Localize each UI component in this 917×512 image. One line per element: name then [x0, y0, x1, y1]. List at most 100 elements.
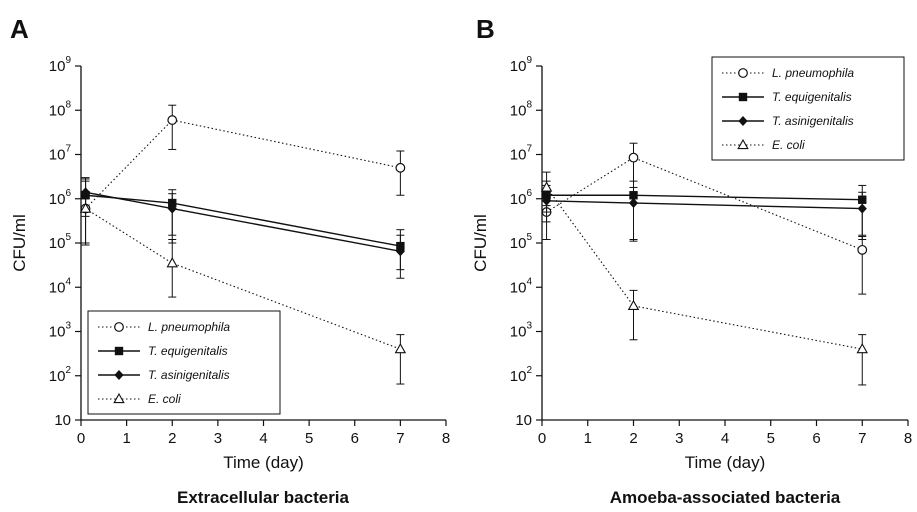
y-tick-label: 106: [510, 188, 533, 208]
legend-swatch-marker: [737, 138, 749, 150]
y-tick-exponent: 6: [526, 188, 532, 199]
data-point: [857, 203, 867, 214]
series-t-equigenitalis: [81, 178, 405, 271]
x-tick-label: 6: [812, 430, 820, 447]
y-tick-base: 10: [49, 279, 66, 296]
y-tick-exponent: 8: [65, 99, 71, 110]
y-tick-label: 108: [49, 99, 72, 119]
series-t-equigenitalis: [542, 180, 867, 240]
y-tick-exponent: 5: [65, 232, 71, 243]
legend-entry: T. equigenitalis: [722, 90, 852, 104]
panel-letter: B: [476, 14, 495, 44]
y-tick-label: 109: [510, 55, 533, 75]
y-tick-exponent: 3: [65, 321, 71, 332]
x-tick-label: 8: [904, 430, 912, 447]
x-tick-label: 0: [538, 430, 546, 447]
x-tick-label: 2: [629, 430, 637, 447]
x-tick-label: 3: [214, 430, 222, 447]
y-axis-title: CFU/ml: [10, 214, 29, 272]
legend-swatch-marker: [738, 116, 748, 126]
y-tick-base: 10: [49, 147, 66, 164]
data-point: [628, 152, 639, 163]
y-tick-base: 10: [510, 324, 527, 341]
x-tick-label: 7: [396, 430, 404, 447]
data-point: [167, 115, 178, 125]
y-tick-base: 10: [510, 279, 527, 296]
y-tick-label: 107: [49, 144, 72, 164]
y-tick-label: 106: [49, 188, 72, 208]
x-tick-label: 1: [122, 430, 130, 447]
y-tick-base: 10: [49, 191, 66, 208]
y-tick-exponent: 2: [526, 365, 532, 376]
y-tick-base: 10: [54, 412, 71, 429]
data-point: [80, 187, 91, 198]
y-axis-title: CFU/ml: [471, 214, 490, 272]
y-tick-exponent: 9: [526, 55, 532, 66]
series-line: [85, 208, 401, 350]
y-tick-base: 10: [510, 147, 527, 164]
legend-swatch-marker: [738, 68, 748, 78]
series-line: [85, 194, 401, 247]
data-point: [627, 299, 640, 310]
legend-entry: T. asinigenitalis: [722, 114, 854, 128]
y-tick-exponent: 8: [526, 99, 532, 110]
legend-swatch-marker: [114, 346, 124, 356]
y-tick-label: 10: [54, 412, 71, 429]
series-e-coli: [540, 171, 868, 386]
y-tick-base: 10: [510, 368, 527, 385]
y-tick-base: 10: [510, 235, 527, 252]
data-point: [857, 244, 868, 255]
legend-entry: L. pneumophila: [98, 320, 230, 334]
data-point: [167, 203, 177, 214]
data-point: [394, 342, 407, 354]
legend: L. pneumophila T. equigenitalis T. asinige…: [87, 310, 281, 415]
x-axis-title: Time (day): [223, 453, 304, 472]
y-tick-label: 102: [49, 365, 72, 385]
y-tick-base: 10: [510, 58, 527, 75]
y-tick-exponent: 6: [65, 188, 71, 199]
x-tick-label: 1: [584, 430, 592, 447]
y-tick-exponent: 4: [526, 276, 532, 287]
y-tick-exponent: 7: [526, 144, 532, 155]
data-point: [628, 198, 639, 209]
x-axis-title: Time (day): [685, 453, 766, 472]
legend-swatch-marker: [114, 370, 124, 380]
legend-swatch-marker: [738, 92, 748, 102]
legend-entry: T. asinigenitalis: [98, 368, 230, 382]
legend-label: E. coli: [148, 392, 181, 406]
legend-swatch-marker: [114, 322, 124, 332]
legend-entry: E. coli: [98, 392, 181, 406]
legend-swatch-marker: [113, 392, 125, 404]
legend-label: L. pneumophila: [148, 320, 230, 334]
y-tick-exponent: 7: [65, 144, 71, 155]
y-tick-base: 10: [49, 235, 66, 252]
legend-label: E. coli: [772, 138, 805, 152]
x-tick-label: 7: [858, 430, 866, 447]
data-point: [166, 257, 178, 268]
y-tick-exponent: 3: [526, 321, 532, 332]
panel-caption: Amoeba-associated bacteria: [610, 488, 841, 507]
data-point: [79, 202, 92, 213]
y-tick-label: 104: [510, 276, 533, 296]
series-line: [85, 191, 401, 252]
y-tick-label: 104: [49, 276, 72, 296]
legend-entry: L. pneumophila: [722, 66, 854, 80]
series-line: [546, 194, 863, 201]
y-tick-base: 10: [49, 58, 66, 75]
y-tick-base: 10: [515, 412, 532, 429]
data-point: [540, 181, 553, 192]
panel-a: A0 1 2 3 4 5 6 7 810102103104105106107108109Time…: [10, 14, 450, 507]
legend-label: T. asinigenitalis: [148, 368, 230, 382]
x-tick-label: 8: [442, 430, 450, 447]
panel-caption: Extracellular bacteria: [177, 488, 350, 507]
x-tick-label: 0: [77, 430, 85, 447]
x-tick-label: 4: [259, 430, 267, 447]
series-line: [546, 157, 863, 251]
y-tick-label: 103: [49, 321, 72, 341]
series-line: [546, 187, 863, 350]
series-l-pneumophila: [541, 142, 868, 295]
y-tick-exponent: 9: [65, 55, 71, 66]
data-point: [395, 162, 406, 173]
y-tick-label: 105: [510, 232, 533, 252]
